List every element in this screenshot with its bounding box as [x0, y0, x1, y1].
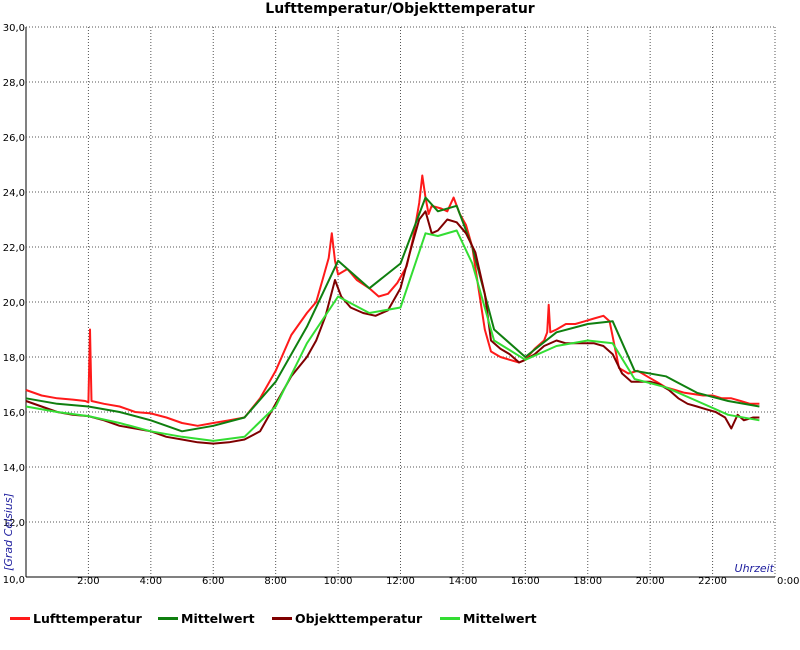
x-tick-labels: 2:00 4:00 6:00 8:00 10:00 12:00 14:00 16:00 18:0…	[77, 576, 799, 587]
legend-swatch	[10, 616, 30, 620]
legend-swatch	[440, 616, 460, 620]
series-line-2	[25, 196, 760, 433]
legend-swatch	[158, 616, 178, 620]
x-tick-label: 14:00	[449, 576, 478, 587]
x-tick-label: 18:00	[573, 576, 602, 587]
y-tick-label: 12,0	[3, 518, 25, 529]
y-tick-label: 24,0	[3, 188, 25, 199]
y-tick-labels: 10,0 12,0 14,0 16,0 18,0 20,0 22,0 24,0 26,0 28,0…	[3, 23, 25, 586]
legend-label: Mittelwert	[181, 610, 255, 626]
x-tick-label: 2:00	[77, 576, 99, 587]
legend-item-lufttemperatur: Lufttemperatur	[10, 606, 142, 630]
x-axis-label: Uhrzeit	[735, 562, 775, 575]
x-tick-label: 8:00	[264, 576, 286, 587]
y-tick-label: 30,0	[3, 23, 25, 34]
grid	[25, 26, 776, 578]
chart-title: Lufttemperatur/Objekttemperatur	[265, 1, 535, 17]
legend: Lufttemperatur Mittelwert Objekttemperat…	[0, 606, 800, 630]
legend-item-mittelwert-1: Mittelwert	[158, 606, 255, 630]
series-line-3	[25, 210, 760, 445]
legend-swatch	[272, 616, 292, 620]
y-tick-label: 28,0	[3, 78, 25, 89]
y-tick-label: 22,0	[3, 243, 25, 254]
x-tick-label: 22:00	[698, 576, 727, 587]
series-line-4	[25, 229, 760, 442]
legend-label: Objekttemperatur	[295, 610, 423, 626]
x-tick-label: 6:00	[202, 576, 224, 587]
y-tick-label: 16,0	[3, 408, 25, 419]
y-tick-label: 14,0	[3, 463, 25, 474]
y-tick-label: 20,0	[3, 298, 25, 309]
x-tick-label: 0:00	[777, 576, 799, 587]
series-line-1	[25, 174, 760, 427]
x-tick-label: 16:00	[511, 576, 540, 587]
x-tick-label: 10:00	[324, 576, 353, 587]
legend-label: Lufttemperatur	[33, 610, 142, 626]
y-tick-label: 18,0	[3, 353, 25, 364]
chart: Lufttemperatur/Objekttemperatur 10,0 12,0…	[2, 1, 799, 587]
series-lines	[25, 174, 760, 445]
y-tick-label: 10,0	[3, 575, 25, 586]
x-tick-label: 12:00	[386, 576, 415, 587]
legend-item-mittelwert-2: Mittelwert	[440, 606, 537, 630]
legend-label: Mittelwert	[463, 610, 537, 626]
y-axis-label: [Grad Celsius]	[2, 493, 15, 571]
x-tick-label: 20:00	[636, 576, 665, 587]
x-tick-label: 4:00	[140, 576, 162, 587]
y-tick-label: 26,0	[3, 133, 25, 144]
legend-item-objekttemperatur: Objekttemperatur	[272, 606, 422, 630]
